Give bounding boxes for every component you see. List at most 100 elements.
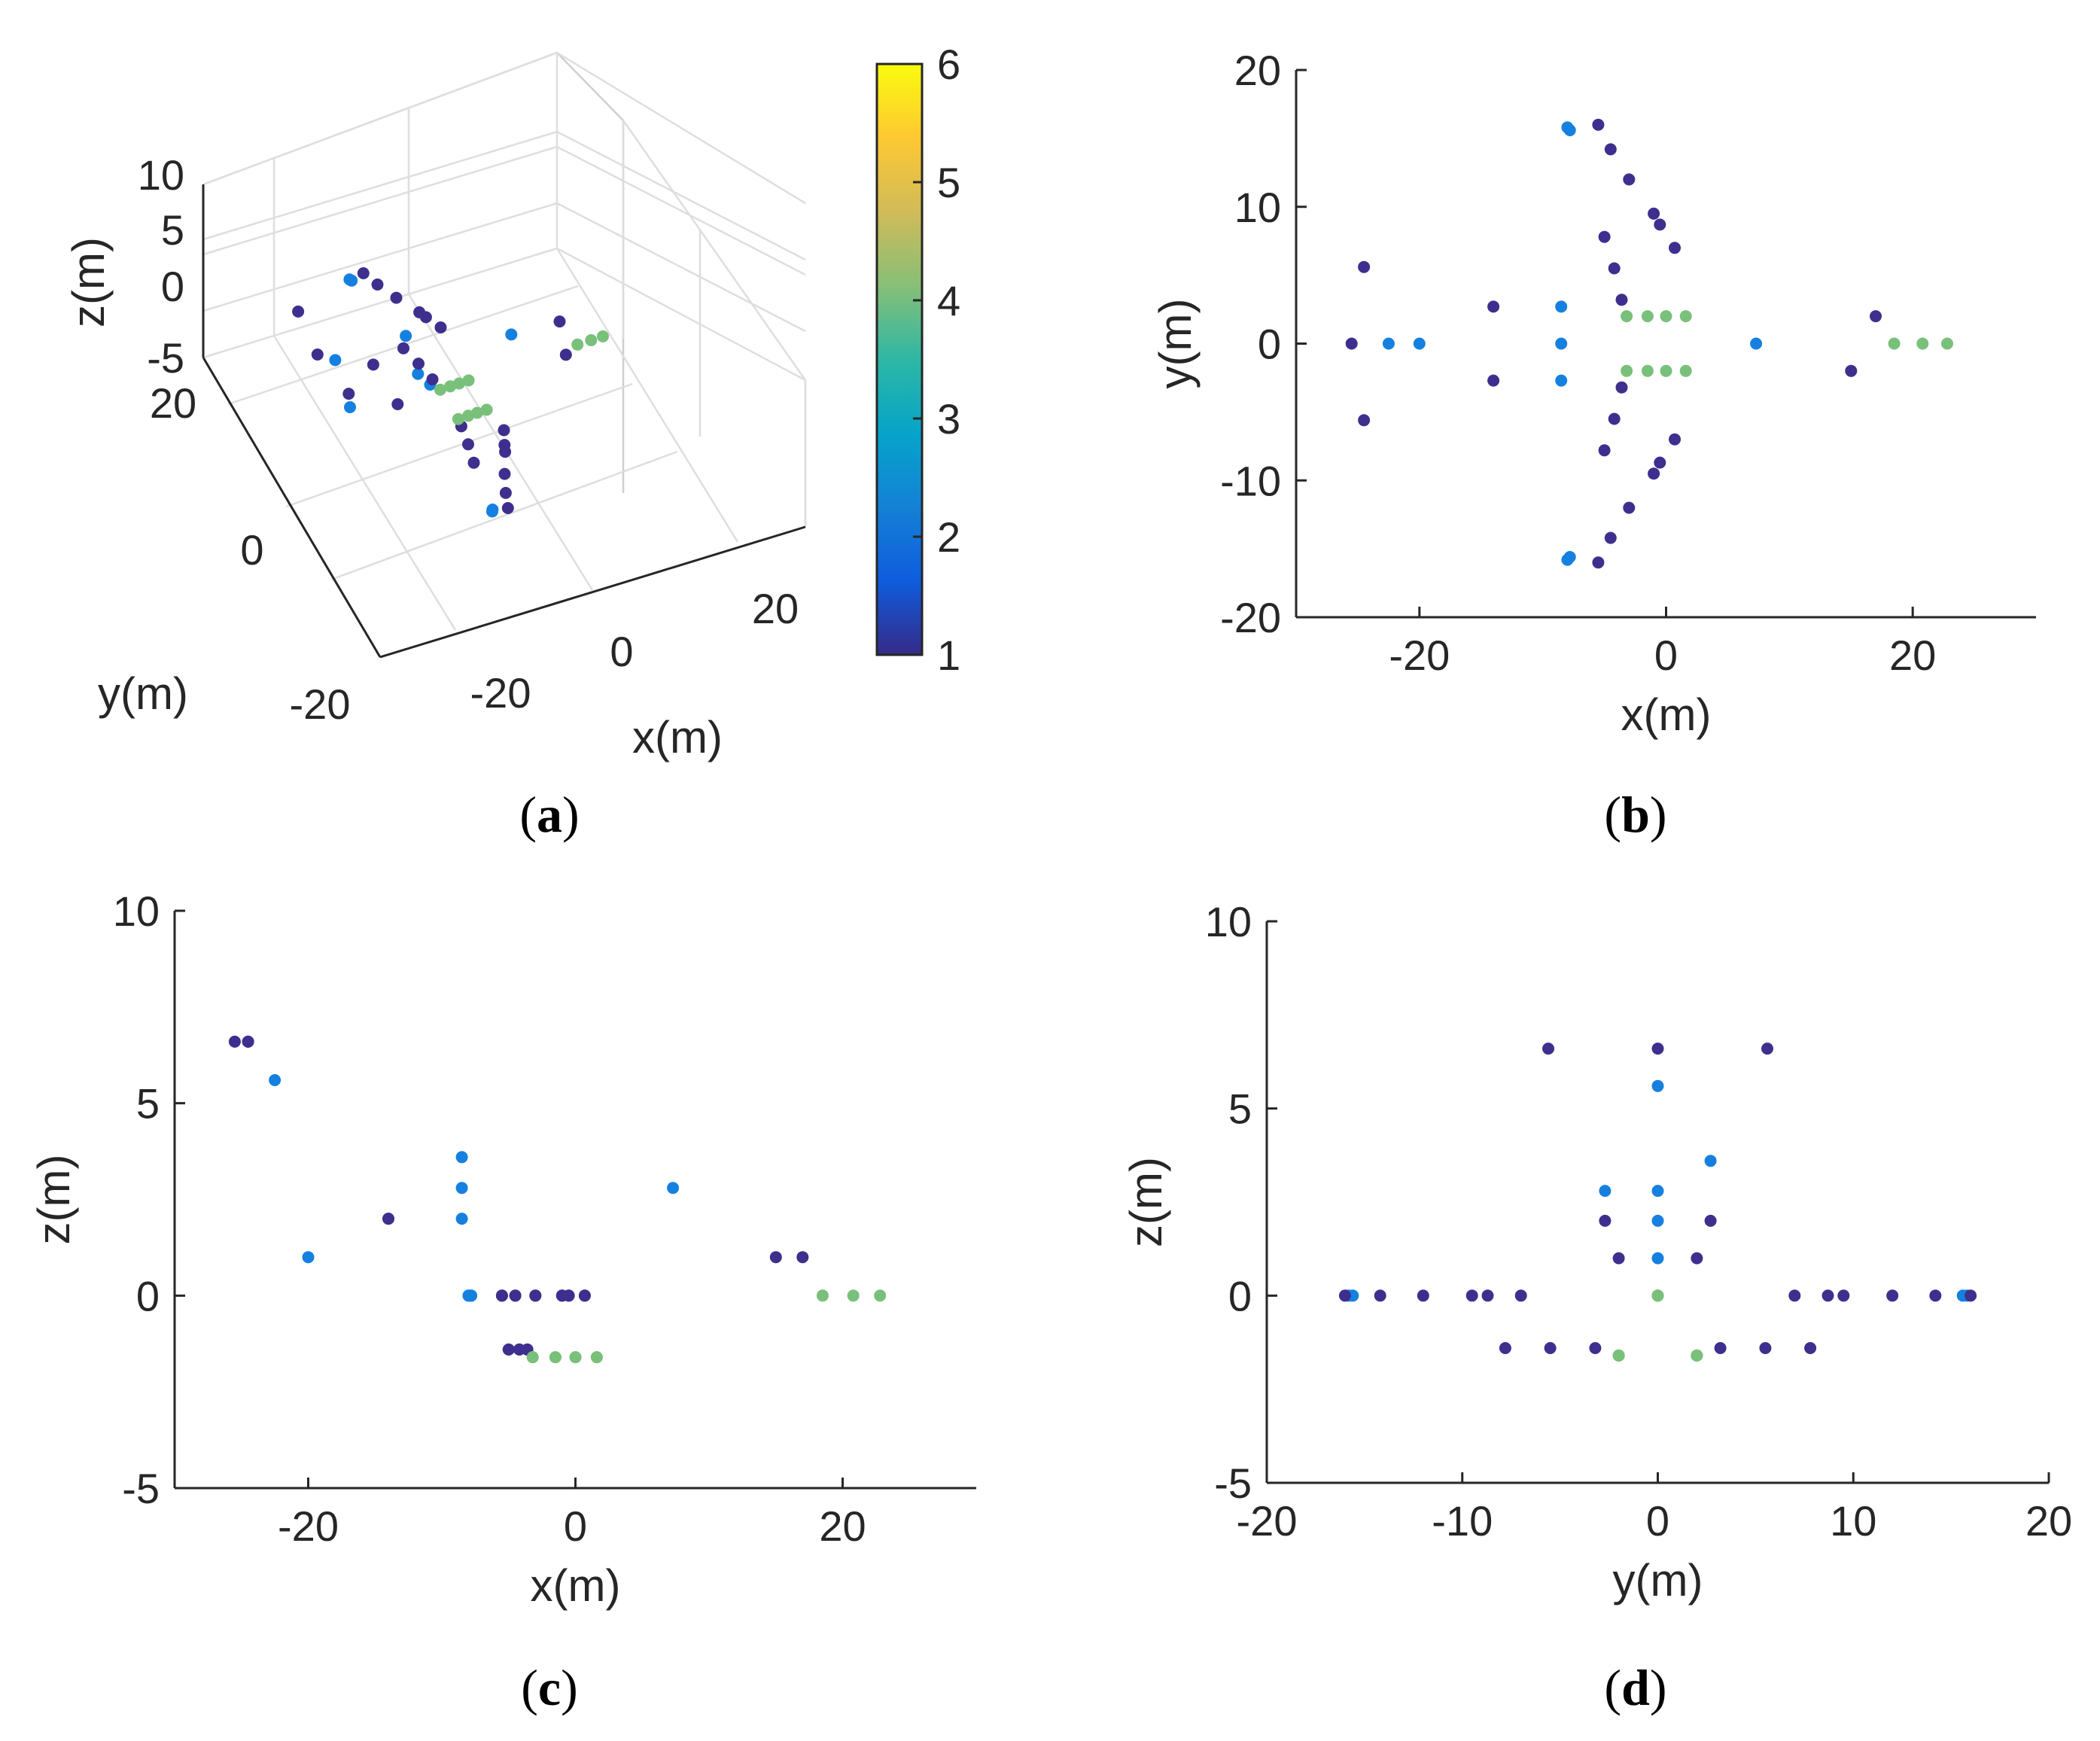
panel-b-point: [1555, 374, 1568, 387]
panel-b-point: [1592, 118, 1605, 131]
panel-d-ytick-label: 5: [1228, 1085, 1252, 1133]
panel-b-point: [1563, 551, 1576, 563]
panel-d-point: [1651, 1289, 1664, 1302]
panel-a-point: [505, 328, 518, 341]
panel-c-point: [455, 1151, 468, 1164]
panel-a-3d-box-grid: [202, 51, 807, 659]
panel-a-point: [426, 373, 439, 385]
panel-d-point: [1651, 1252, 1664, 1265]
panel-d-xlabel: y(m): [1613, 1555, 1703, 1606]
panel-b-point: [1641, 310, 1654, 323]
panel-a-point: [400, 330, 412, 342]
panel-d-xtick-label: 20: [2025, 1497, 2072, 1545]
panel-a-point: [498, 439, 511, 452]
panel-d-point: [1589, 1342, 1602, 1354]
panel-a-point: [434, 383, 446, 396]
panel-a-point: [462, 438, 474, 451]
panel-b-xtick-label: -20: [1389, 632, 1450, 679]
panel-c-point: [569, 1351, 582, 1364]
panel-a-point: [367, 358, 379, 371]
panel-b-point: [1669, 242, 1681, 254]
panel-d-point: [1759, 1342, 1772, 1354]
panel-a-xtick: -20: [470, 669, 531, 717]
colorbar-tick-label: 3: [937, 395, 960, 443]
panel-b-point: [1648, 467, 1660, 480]
panel-a-point: [397, 342, 409, 355]
panel-c-point: [549, 1351, 562, 1364]
panel-b-point: [1598, 230, 1611, 243]
panel-b-ytick-label: 20: [1234, 47, 1281, 94]
panel-d-point: [1788, 1289, 1801, 1302]
panel-d-point: [1612, 1252, 1625, 1265]
panel-b-ytick-label: 0: [1258, 321, 1281, 368]
panel-b-point: [1623, 173, 1636, 186]
panel-c-point: [847, 1289, 860, 1302]
panel-b-point: [1870, 310, 1882, 323]
panel-a-point: [390, 291, 403, 304]
panel-d-point: [1465, 1289, 1478, 1302]
panel-a-point: [499, 486, 512, 499]
panel-c-point: [455, 1213, 468, 1225]
panel-d-point: [1965, 1289, 1977, 1302]
panel-b-point: [1563, 124, 1576, 136]
panel-a-point: [597, 330, 609, 342]
panel-a-point: [498, 467, 511, 480]
panel-b-point: [1608, 262, 1621, 275]
panel-c-point: [455, 1182, 468, 1195]
panel-c-point: [465, 1289, 477, 1302]
panel-d-xtick-label: -10: [1432, 1497, 1493, 1545]
panel-c-ytick-label: -5: [122, 1465, 160, 1512]
panel-d-point: [1499, 1342, 1511, 1354]
panel-b-point: [1413, 337, 1426, 350]
panel-b-point: [1654, 218, 1666, 231]
panel-a-point: [357, 267, 370, 279]
panel-d-point: [1651, 1042, 1664, 1055]
colorbar: 1 2 3 4 5 6: [875, 41, 960, 679]
panel-b-ytick-label: 10: [1234, 184, 1281, 231]
panel-a-point: [292, 305, 305, 318]
panel-c-point: [874, 1289, 887, 1302]
panel-b-point: [1669, 433, 1681, 446]
panel-b-point: [1608, 412, 1621, 425]
panel-d-point: [1704, 1214, 1717, 1227]
panel-b-point: [1598, 444, 1611, 457]
panel-a-point: [342, 388, 355, 400]
panel-a-point: [498, 424, 510, 437]
panel-a-point: [344, 401, 356, 413]
panel-d-point: [1822, 1289, 1834, 1302]
panel-c-point: [769, 1251, 782, 1264]
panel-c-ytick-label: 0: [136, 1272, 160, 1319]
panel-a-point: [486, 504, 499, 516]
panel-a-ztick: 10: [138, 151, 184, 199]
panel-d-point: [1338, 1289, 1351, 1302]
panel-a-ytick: -20: [290, 680, 351, 728]
panel-b-point: [1487, 300, 1500, 313]
panel-a-point: [467, 456, 480, 469]
panel-b-point: [1679, 364, 1692, 377]
colorbar-tick-label: 2: [937, 513, 960, 561]
panel-d-point: [1929, 1289, 1942, 1302]
panel-d-ylabel: z(m): [1121, 1157, 1171, 1247]
panel-a-point: [453, 377, 465, 390]
panel-c-point: [667, 1182, 680, 1195]
panel-a-ticks: -5 0 5 10 -20 0 20 -20 0 20: [138, 151, 799, 728]
panel-d-point: [1837, 1289, 1850, 1302]
colorbar-tick-label: 4: [937, 277, 960, 324]
panel-c-xlabel: x(m): [531, 1560, 621, 1611]
panel-b-point: [1641, 364, 1654, 377]
panel-b-point: [1750, 337, 1763, 350]
panel-d-point: [1886, 1289, 1899, 1302]
panel-b-point: [1358, 260, 1371, 273]
caption-d: (d): [1604, 1659, 1666, 1716]
panel-d-point: [1761, 1042, 1773, 1055]
colorbar-tick-label: 6: [937, 41, 960, 88]
panel-a-point: [412, 367, 425, 380]
panel-d-ytick-label: -5: [1214, 1459, 1252, 1507]
panel-d-point: [1374, 1289, 1386, 1302]
panel-c-point: [590, 1351, 603, 1364]
panel-d-point: [1691, 1252, 1703, 1265]
panel-d-point: [1599, 1214, 1612, 1227]
panel-a-ytick: 20: [150, 379, 196, 427]
panel-d-point: [1704, 1155, 1717, 1167]
panel-d-point: [1612, 1349, 1625, 1362]
